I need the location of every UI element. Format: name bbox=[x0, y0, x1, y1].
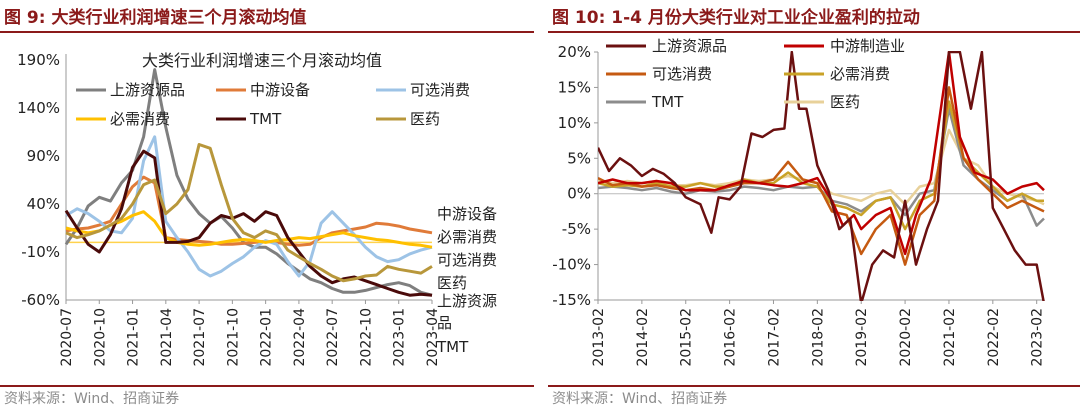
series-line-TMT bbox=[598, 107, 1045, 227]
x-tick-label: 2021-07 bbox=[192, 308, 208, 367]
end-label-上游资源品: 上游资源品 bbox=[437, 292, 497, 332]
series-group bbox=[598, 51, 1045, 301]
series-line-可选消费 bbox=[65, 135, 433, 278]
chart-left: 190% 140% 90% 40% -10% -60%2020-07 2020-10 2021… bbox=[17, 51, 497, 367]
source-note: 资料来源：Wind、招商证券 bbox=[552, 391, 728, 407]
x-tick-label: 2021-10 bbox=[225, 308, 241, 367]
series-line-上游资源品 bbox=[598, 51, 1045, 301]
end-label-可选消费: 可选消费 bbox=[437, 251, 497, 269]
figure-10-title: 图 10: 1-4 月份大类行业对工业企业盈利的拉动 bbox=[552, 8, 920, 28]
y-tick-label: 5% bbox=[567, 149, 591, 167]
x-tick-label: 2022-02 bbox=[986, 308, 1002, 367]
title-rule bbox=[0, 31, 534, 33]
y-tick-label: 190% bbox=[17, 51, 60, 69]
figure-9-title: 图 9: 大类行业利润增速三个月滚动均值 bbox=[4, 8, 307, 28]
end-label-part: 品 bbox=[437, 314, 452, 332]
legend-label: TMT bbox=[249, 110, 282, 128]
x-tick-label: 2022-01 bbox=[259, 308, 275, 367]
x-tick-label: 2020-02 bbox=[898, 308, 914, 367]
y-tick-label: 140% bbox=[17, 99, 60, 117]
legend-label: 中游设备 bbox=[250, 81, 310, 99]
x-tick-label: 2016-02 bbox=[723, 308, 739, 367]
y-tick-label: -15% bbox=[552, 291, 591, 309]
legend-label: 可选消费 bbox=[410, 81, 470, 99]
x-tick-label: 2023-04 bbox=[425, 308, 441, 367]
x-tick-label: 2020-10 bbox=[92, 308, 108, 367]
x-tick-label: 2022-07 bbox=[325, 308, 341, 367]
x-tick-label: 2023-02 bbox=[1030, 308, 1046, 367]
x-tick-label: 2015-02 bbox=[679, 308, 695, 367]
end-label-必需消费: 必需消费 bbox=[437, 228, 497, 246]
legend-label: 医药 bbox=[410, 110, 440, 128]
source-note: 资料来源：Wind、招商证券 bbox=[4, 391, 180, 407]
x-tick-label: 2014-02 bbox=[635, 308, 651, 367]
figure-10-panel: 图 10: 1-4 月份大类行业对工业企业盈利的拉动 20% 15% 10% 5% 0%… bbox=[548, 0, 1080, 412]
x-tick-label: 2013-02 bbox=[591, 308, 607, 367]
legend-label: 必需消费 bbox=[110, 110, 170, 128]
x-tick-label: 2023-01 bbox=[392, 308, 408, 367]
series-line-医药 bbox=[65, 143, 433, 283]
series-line-医药 bbox=[598, 128, 1045, 206]
series-line-中游设备 bbox=[65, 175, 433, 247]
legend-label: TMT bbox=[651, 93, 684, 111]
chart-inner-title: 大类行业利润增速三个月滚动均值 bbox=[142, 51, 382, 70]
x-tick-label: 2021-01 bbox=[126, 308, 142, 367]
x-tick-label: 2021-02 bbox=[942, 308, 958, 367]
y-tick-label: -10% bbox=[552, 256, 591, 274]
x-tick-label: 2020-07 bbox=[59, 308, 75, 367]
y-tick-label: -60% bbox=[21, 291, 60, 309]
y-tick-label: 10% bbox=[558, 114, 591, 132]
y-tick-label: -10% bbox=[21, 243, 60, 261]
y-tick-label: 15% bbox=[558, 78, 591, 96]
y-tick-label: 40% bbox=[27, 195, 60, 213]
chart-right: 20% 15% 10% 5% 0% -5% -10% -15%2013-02 2014-02 20… bbox=[552, 37, 1046, 367]
end-label-医药: 医药 bbox=[437, 274, 467, 292]
y-tick-label: 0% bbox=[567, 185, 591, 203]
legend-label: 医药 bbox=[830, 93, 860, 111]
y-tick-label: 90% bbox=[27, 147, 60, 165]
legend-label: 中游制造业 bbox=[830, 37, 905, 55]
bottom-rule bbox=[548, 385, 1080, 387]
end-label-中游设备: 中游设备 bbox=[437, 205, 497, 223]
x-tick-label: 2019-02 bbox=[854, 308, 870, 367]
end-label-part: 上游资源 bbox=[437, 292, 497, 310]
x-tick-label: 2017-02 bbox=[766, 308, 782, 367]
legend-label: 必需消费 bbox=[830, 65, 890, 83]
x-tick-label: 2018-02 bbox=[810, 308, 826, 367]
series-line-上游资源品 bbox=[64, 68, 433, 297]
series-line-可选消费 bbox=[598, 86, 1045, 266]
figure-9-panel: 图 9: 大类行业利润增速三个月滚动均值 190% 140% 90% 40% -10% -… bbox=[0, 0, 534, 412]
end-label-TMT: TMT bbox=[436, 338, 469, 356]
x-tick-label: 2021-04 bbox=[159, 308, 175, 367]
x-tick-label: 2022-10 bbox=[358, 308, 374, 367]
series-line-必需消费 bbox=[65, 210, 433, 249]
legend-label: 可选消费 bbox=[652, 65, 712, 83]
x-tick-label: 2022-04 bbox=[292, 308, 308, 367]
y-tick-label: -5% bbox=[562, 220, 591, 238]
bottom-rule bbox=[0, 385, 534, 387]
y-tick-label: 20% bbox=[558, 43, 591, 61]
legend-label: 上游资源品 bbox=[652, 37, 727, 55]
series-line-TMT bbox=[64, 149, 433, 297]
title-rule bbox=[548, 31, 1080, 33]
legend-label: 上游资源品 bbox=[110, 81, 185, 99]
